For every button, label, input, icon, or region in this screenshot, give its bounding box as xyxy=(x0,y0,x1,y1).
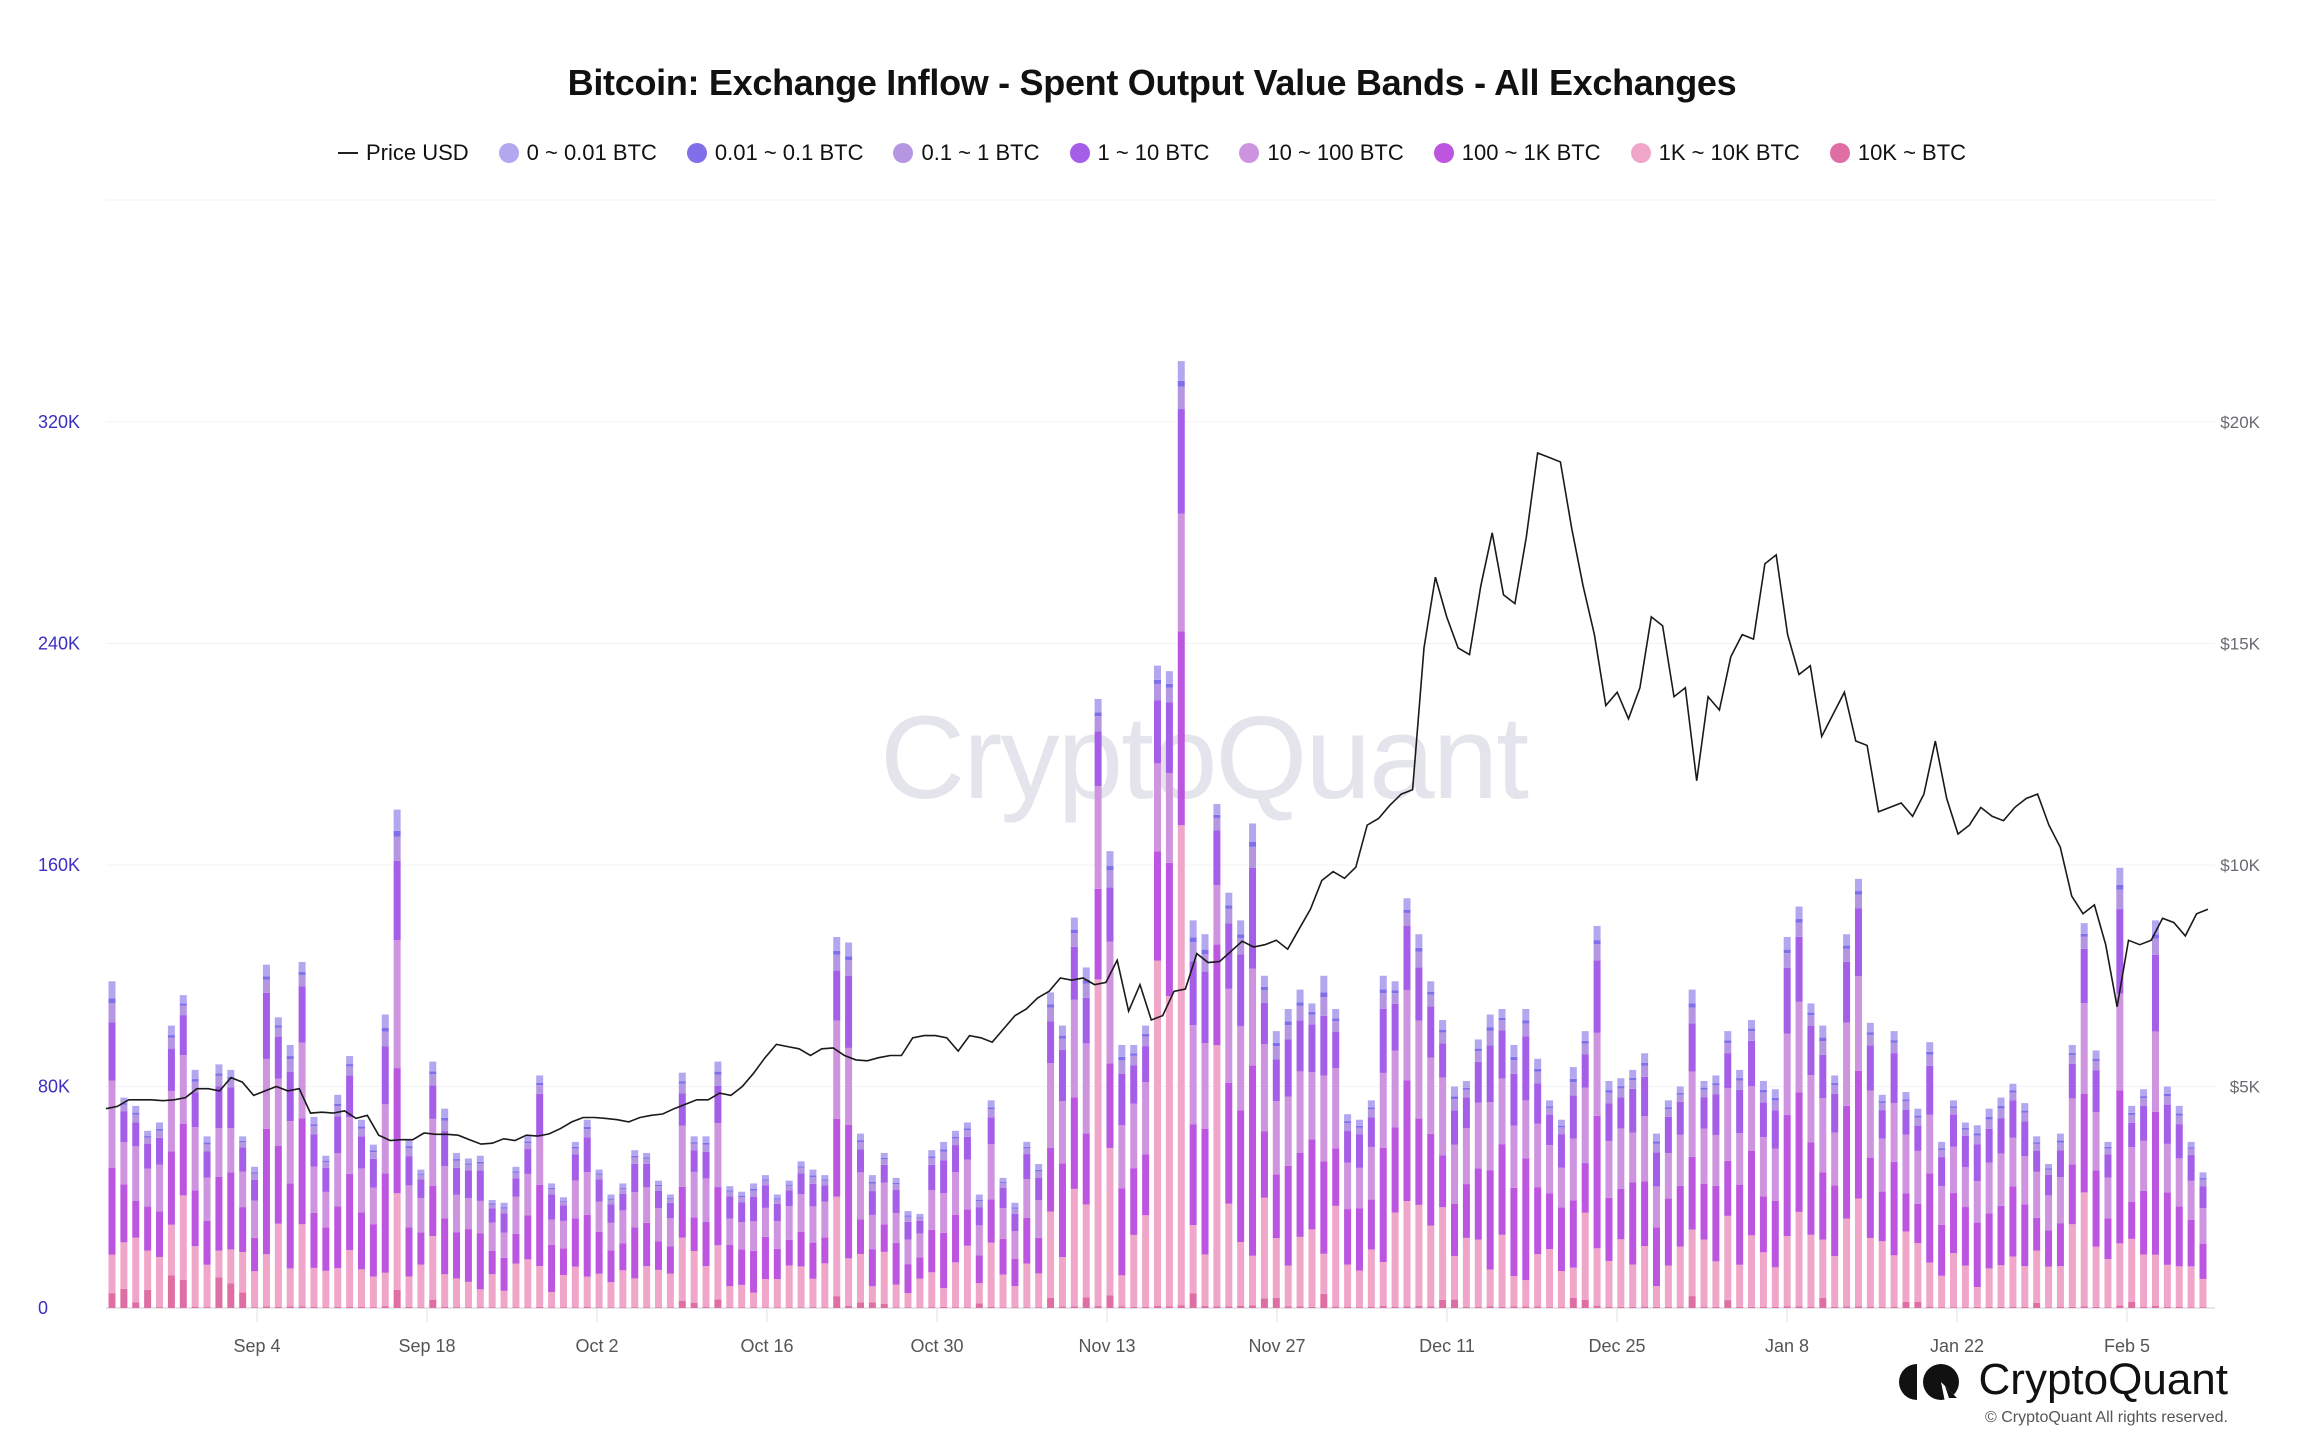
legend-label: 1 ~ 10 BTC xyxy=(1097,140,1210,165)
x-axis-label: Oct 16 xyxy=(740,1336,793,1356)
watermark: CryptoQuant xyxy=(880,692,1529,824)
legend-item[interactable]: 100 ~ 1K BTC xyxy=(1433,140,1601,166)
cryptoquant-logo-icon xyxy=(1898,1362,1965,1402)
x-axis-label: Nov 27 xyxy=(1248,1336,1305,1356)
x-axis-label: Sep 18 xyxy=(398,1336,455,1356)
copyright-text: © CryptoQuant All rights reserved. xyxy=(1985,1409,2228,1426)
legend-label: Price USD xyxy=(365,140,469,165)
price-usd-line xyxy=(105,451,2209,1145)
legend-label: 0.1 ~ 1 BTC xyxy=(921,140,1040,165)
legend-label: 100 ~ 1K BTC xyxy=(1461,140,1601,165)
legend-item[interactable]: 1K ~ 10K BTC xyxy=(1630,140,1800,166)
legend-label: 10 ~ 100 BTC xyxy=(1267,140,1404,165)
y-axis-right-label: $10K xyxy=(2220,856,2260,875)
x-axis-label: Feb 5 xyxy=(2104,1336,2150,1356)
y-axis-right-label: $5K xyxy=(2230,1078,2261,1097)
legend-item[interactable]: 1 ~ 10 BTC xyxy=(1069,140,1210,166)
x-axis-label: Jan 8 xyxy=(1765,1336,1809,1356)
legend-label: 0 ~ 0.01 BTC xyxy=(526,140,657,165)
chart-legend: Price USD 0 ~ 0.01 BTC 0.01 ~ 0.1 BTC 0.1 ~… xyxy=(0,140,2304,166)
chart-title: Bitcoin: Exchange Inflow - Spent Output … xyxy=(567,62,1737,103)
x-axis-label: Sep 4 xyxy=(233,1336,280,1356)
legend-label: 10K ~ BTC xyxy=(1857,140,1967,165)
y-axis-right-label: $15K xyxy=(2220,635,2260,654)
legend-label: 1K ~ 10K BTC xyxy=(1658,140,1800,165)
y-axis-left-label: 320K xyxy=(38,412,80,432)
bar-series xyxy=(108,361,2207,1308)
legend-line-icon xyxy=(337,152,358,154)
legend-dot-icon xyxy=(1433,143,1454,163)
y-axis-left-label: 240K xyxy=(38,634,80,654)
legend-dot-icon xyxy=(1630,143,1651,163)
legend-item[interactable]: 0.01 ~ 0.1 BTC xyxy=(686,140,864,166)
legend-label: 0.01 ~ 0.1 BTC xyxy=(714,140,864,165)
y-axis-right-label: $20K xyxy=(2220,413,2260,432)
legend-dot-icon xyxy=(1239,143,1260,163)
legend-dot-icon xyxy=(498,143,519,163)
x-axis-label: Dec 25 xyxy=(1588,1336,1645,1356)
legend-dot-icon xyxy=(1069,143,1090,163)
y-axis-left-label: 80K xyxy=(38,1077,70,1097)
legend-item[interactable]: 0.1 ~ 1 BTC xyxy=(893,140,1040,166)
x-axis-label: Dec 11 xyxy=(1419,1336,1475,1356)
legend-item[interactable]: 0 ~ 0.01 BTC xyxy=(498,140,657,166)
x-axis-label: Oct 2 xyxy=(575,1336,618,1356)
brand-logo: CryptoQuant xyxy=(1898,1355,2228,1405)
legend-item[interactable]: 10K ~ BTC xyxy=(1829,140,1967,166)
x-axis-label: Nov 13 xyxy=(1078,1336,1135,1356)
y-axis-left-label: 0 xyxy=(38,1298,48,1318)
brand-name: CryptoQuant xyxy=(1978,1355,2228,1404)
legend-item[interactable]: Price USD xyxy=(337,140,469,166)
y-axis-left-label: 160K xyxy=(38,855,80,875)
x-axis-label: Oct 30 xyxy=(910,1336,963,1356)
legend-item[interactable]: 10 ~ 100 BTC xyxy=(1239,140,1404,166)
legend-dot-icon xyxy=(686,143,707,163)
legend-dot-icon xyxy=(1829,143,1850,163)
x-axis-label: Jan 22 xyxy=(1930,1336,1984,1356)
legend-dot-icon xyxy=(893,143,914,163)
